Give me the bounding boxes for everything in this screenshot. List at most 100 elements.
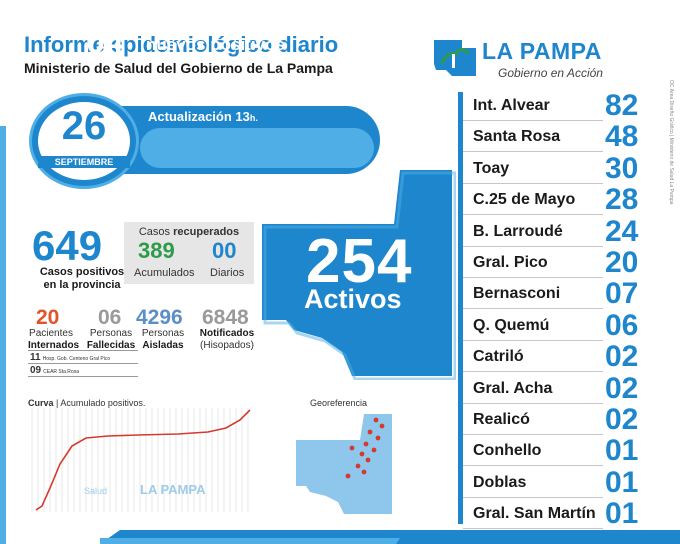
locality-row: Q. Quemú 06 xyxy=(463,308,643,342)
locality-count: 02 xyxy=(605,403,639,436)
locality-count: 07 xyxy=(605,277,639,311)
curve-title: Curva | Acumulado positivos. xyxy=(28,398,146,408)
logo-tagline: Gobierno en Acción xyxy=(498,66,603,80)
locality-row: Doblas 01 xyxy=(463,465,643,499)
hospital-row: 11 Hosp. Gob. Centeno Gral Pico xyxy=(30,352,111,363)
left-edge-stripe xyxy=(0,126,6,544)
locality-name: Gral. Acha xyxy=(473,379,553,397)
locality-divider xyxy=(463,277,603,278)
locality-divider xyxy=(463,151,603,153)
locality-row: Gral. San Martín 01 xyxy=(463,497,643,531)
locality-count: 20 xyxy=(605,246,639,279)
page-subtitle: Ministerio de Salud del Gobierno de La P… xyxy=(24,60,333,76)
locality-divider xyxy=(463,339,603,341)
bottom-stripe xyxy=(100,530,680,544)
case-location-markers xyxy=(345,417,385,479)
locality-row: Santa Rosa 48 xyxy=(463,120,643,153)
locality-name: Gral. Pico xyxy=(473,254,548,271)
locality-divider xyxy=(463,496,603,498)
cumulative-curve-line xyxy=(35,409,251,511)
date-badge: 26 SEPTIEMBRE xyxy=(32,96,136,186)
locality-count: 01 xyxy=(605,434,639,468)
locality-row: Catriló 02 xyxy=(463,340,643,374)
locality-row: Bernasconi 07 xyxy=(463,277,643,311)
stat-notificados-label: Notificados (Hisopados) xyxy=(199,328,255,351)
locality-divider xyxy=(463,120,603,121)
locality-name: Realicó xyxy=(473,411,530,428)
locality-divider xyxy=(463,245,603,247)
locality-divider xyxy=(463,434,603,435)
update-time: Actualización 13h. xyxy=(148,109,258,124)
locality-name: Doblas xyxy=(473,473,527,491)
stat-internados-value: 20 xyxy=(36,306,60,329)
locality-name: C.25 de Mayo xyxy=(473,191,576,209)
watermark-salud: Salud xyxy=(84,486,108,496)
locality-name: Toay xyxy=(473,159,510,177)
locality-row: Gral. Acha 02 xyxy=(463,371,643,405)
date-day: 26 xyxy=(61,104,107,148)
hospital-row: 09 CEAR Sta.Rosa xyxy=(30,365,79,376)
locality-name: Bernasconi xyxy=(473,285,561,303)
total-positives-label: Casos positivos en la provincia xyxy=(39,266,125,291)
stat-internados-label: Pacientes Internados xyxy=(28,328,80,351)
la-pampa-logo: LA PAMPA Gobierno en Acción xyxy=(432,36,632,86)
recovered-title: Casos recuperados xyxy=(138,226,240,238)
locality-row: Int. Alvear 82 xyxy=(463,89,643,122)
page-title: Informe epidemiológico diario xyxy=(24,32,339,57)
new-positives-pill xyxy=(140,128,374,168)
new-positives-label: nuevos positivos xyxy=(146,35,285,54)
locality-name: B. Larroudé xyxy=(473,222,563,240)
locality-divider xyxy=(463,402,603,404)
recovered-daily: 00 xyxy=(212,238,237,263)
locality-divider xyxy=(463,528,603,530)
locality-divider xyxy=(463,182,603,184)
locality-name: Conhello xyxy=(473,442,542,460)
locality-count: 02 xyxy=(605,371,639,405)
stat-aisladas-label: Personas Aisladas xyxy=(141,328,185,351)
recovered-accumulated: 389 xyxy=(138,238,175,263)
date-month: SEPTIEMBRE xyxy=(38,156,130,168)
locality-row: Realicó 02 xyxy=(463,403,643,436)
locality-divider xyxy=(463,371,603,373)
georeference-title: Georeferencia xyxy=(310,398,368,408)
new-positives-count: 04 xyxy=(86,23,124,61)
cumulative-curve-chart xyxy=(31,408,251,512)
locality-row: Conhello 01 xyxy=(463,434,643,468)
locality-count: 24 xyxy=(605,214,639,248)
active-cases-value: 254 xyxy=(306,227,413,296)
locality-count: 01 xyxy=(605,497,639,531)
locality-count: 28 xyxy=(605,183,639,217)
locality-divider xyxy=(463,465,603,467)
locality-row: Toay 30 xyxy=(463,151,643,185)
locality-name: Santa Rosa xyxy=(473,128,561,146)
locality-count: 01 xyxy=(605,465,639,499)
active-cases-label: Activos xyxy=(304,284,402,314)
stat-notificados-value: 6848 xyxy=(202,306,249,329)
province-map xyxy=(262,170,456,380)
stat-fallecidas-label: Personas Fallecidas xyxy=(86,328,136,351)
locality-row: B. Larroudé 24 xyxy=(463,214,643,248)
locality-count: 06 xyxy=(605,308,639,342)
locality-list-bar xyxy=(458,92,463,524)
design-credit: OC Area Diseño Gráfico | Ministerio de S… xyxy=(668,80,674,205)
province-map-logo-icon xyxy=(434,40,476,76)
locality-count: 30 xyxy=(605,151,639,185)
recovered-daily-label: Diarios xyxy=(210,267,245,279)
locality-name: Int. Alvear xyxy=(473,97,550,114)
locality-count: 02 xyxy=(605,340,639,374)
watermark-la-pampa: LA PAMPA xyxy=(140,482,206,497)
locality-divider xyxy=(463,214,603,216)
locality-name: Gral. San Martín xyxy=(473,505,596,523)
stat-fallecidas-value: 06 xyxy=(98,306,122,329)
recovered-accumulated-label: Acumulados xyxy=(134,267,195,279)
divider xyxy=(28,363,138,364)
locality-row: C.25 de Mayo 28 xyxy=(463,183,643,217)
georeference-map xyxy=(296,414,392,514)
recovered-box: Casos recuperados 389 00 Acumulados Diar… xyxy=(124,222,254,284)
locality-count: 82 xyxy=(605,89,639,122)
locality-name: Q. Quemú xyxy=(473,316,550,334)
divider xyxy=(28,350,138,351)
total-positives: 649 xyxy=(32,222,103,269)
locality-row: Gral. Pico 20 xyxy=(463,246,643,279)
logo-name: LA PAMPA xyxy=(482,38,602,64)
